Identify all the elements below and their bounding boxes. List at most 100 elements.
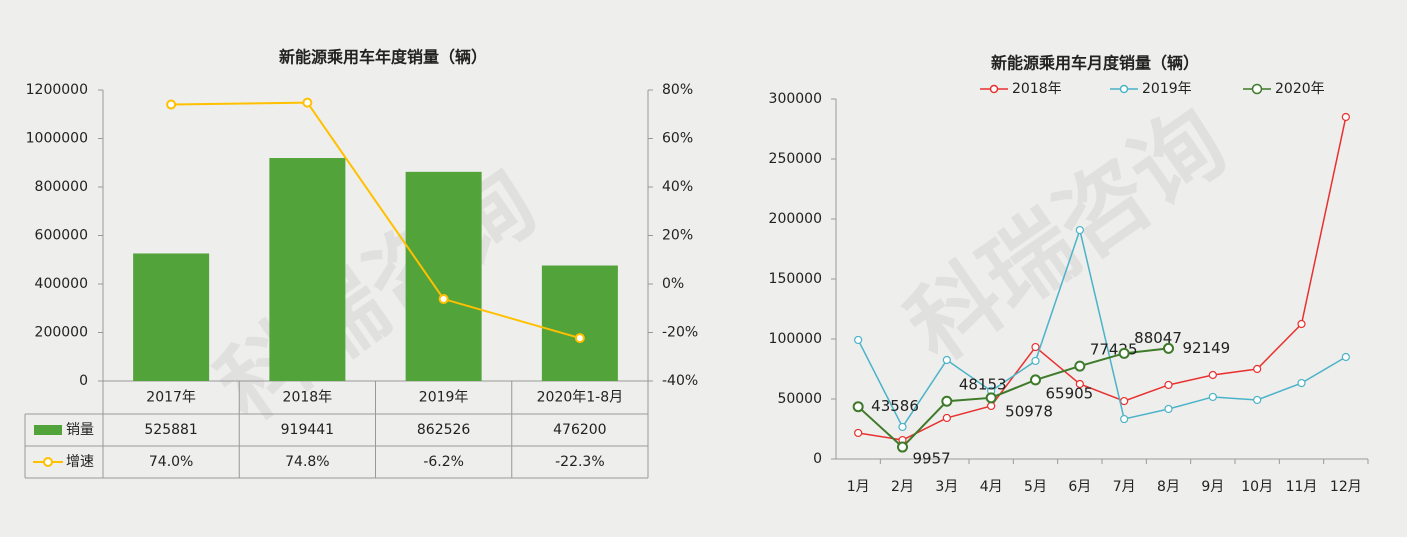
- y-tick-label: 0: [813, 451, 822, 467]
- series-point: [1253, 364, 1262, 374]
- y2-tick-label: 80%: [662, 82, 693, 98]
- y-tick-label: 1200000: [26, 82, 88, 98]
- data-label: 92149: [1183, 339, 1231, 357]
- series-point: [1164, 380, 1173, 390]
- y2-tick-label: 0%: [662, 276, 684, 292]
- series-line: [857, 347, 1169, 449]
- data-label: 50978: [1005, 402, 1053, 420]
- series-point: [1253, 395, 1262, 405]
- y-tick-label: 400000: [35, 276, 88, 292]
- y2-tick-label: 40%: [662, 179, 693, 195]
- series-point: [897, 441, 908, 453]
- x-tick-label: 9月: [1201, 479, 1224, 495]
- series-point: [1164, 404, 1173, 414]
- y-tick-label: 800000: [35, 179, 88, 195]
- series-point: [1341, 352, 1350, 362]
- y2-tick-label: 20%: [662, 228, 693, 244]
- legend-swatch: [34, 425, 62, 435]
- y-tick-label: 0: [79, 373, 88, 389]
- growth-line: [171, 101, 581, 340]
- series-point: [1030, 374, 1041, 386]
- series-point: [1031, 356, 1040, 366]
- data-label: 48153: [959, 376, 1007, 394]
- table-value: 74.0%: [149, 454, 193, 470]
- x-tick-label: 12月: [1330, 479, 1362, 495]
- y2-tick-label: -20%: [662, 325, 698, 341]
- series-point: [1208, 370, 1217, 380]
- legend-swatch: [1119, 84, 1129, 94]
- series-point: [1075, 379, 1084, 389]
- x-tick-label: 1月: [847, 479, 870, 495]
- y-tick-label: 200000: [35, 325, 88, 341]
- series-point: [942, 413, 951, 423]
- bar: [405, 171, 482, 381]
- bar: [269, 158, 346, 381]
- category-label: 2020年1-8月: [537, 390, 624, 406]
- category-label: 2018年: [283, 390, 333, 406]
- series-point: [987, 401, 996, 411]
- bar: [133, 253, 210, 381]
- data-label: 88047: [1134, 329, 1182, 347]
- series-point: [1208, 392, 1217, 402]
- x-tick-label: 6月: [1068, 479, 1091, 495]
- bar: [541, 265, 618, 381]
- series-point: [1297, 378, 1306, 388]
- x-tick-label: 10月: [1241, 479, 1273, 495]
- legend-swatch: [989, 84, 999, 94]
- y-tick-label: 200000: [769, 211, 822, 227]
- series-point: [898, 422, 907, 432]
- y-tick-label: 300000: [769, 91, 822, 107]
- growth-point: [166, 99, 177, 110]
- series-point: [852, 401, 864, 413]
- series-point: [854, 428, 863, 438]
- data-label: 65905: [1046, 384, 1094, 402]
- legend-swatch: [43, 457, 53, 467]
- legend-label: 销量: [66, 422, 94, 438]
- series-point: [985, 392, 997, 404]
- y-tick-label: 1000000: [26, 131, 88, 147]
- series-point: [942, 355, 951, 365]
- series-point: [1118, 347, 1130, 359]
- series-point: [854, 335, 863, 345]
- table-value: -6.2%: [423, 454, 464, 470]
- y-tick-label: 600000: [35, 228, 88, 244]
- x-tick-label: 11月: [1286, 479, 1318, 495]
- data-label: 77425: [1090, 341, 1138, 359]
- table-value: 476200: [553, 422, 606, 438]
- x-tick-label: 2月: [891, 479, 914, 495]
- legend-label: 2018年: [1012, 81, 1062, 97]
- y-tick-label: 50000: [777, 391, 822, 407]
- chart-title: 新能源乘用车年度销量（辆）: [279, 48, 487, 67]
- table-value: 74.8%: [285, 454, 329, 470]
- table-value: -22.3%: [555, 454, 605, 470]
- category-label: 2019年: [419, 390, 469, 406]
- category-label: 2017年: [146, 390, 196, 406]
- x-tick-label: 3月: [935, 479, 958, 495]
- table-value: 919441: [281, 422, 334, 438]
- series-point: [1074, 360, 1086, 372]
- series-line: [857, 227, 1347, 429]
- series-point: [941, 395, 953, 407]
- chart-title: 新能源乘用车月度销量（辆）: [991, 54, 1199, 73]
- legend-label: 2020年: [1275, 81, 1325, 97]
- growth-point: [302, 97, 313, 108]
- growth-point: [574, 333, 585, 344]
- series-point: [1031, 342, 1040, 352]
- y2-tick-label: -40%: [662, 373, 698, 389]
- series-line: [858, 116, 1347, 441]
- legend-label: 2019年: [1142, 81, 1192, 97]
- series-point: [1163, 342, 1174, 354]
- table-value: 862526: [417, 422, 471, 438]
- data-label: 9957: [913, 450, 951, 468]
- legend-label: 增速: [66, 454, 94, 470]
- y2-tick-label: 60%: [662, 131, 693, 147]
- table-value: 525881: [144, 422, 197, 438]
- y-tick-label: 150000: [769, 271, 822, 287]
- y-tick-label: 100000: [769, 331, 822, 347]
- x-tick-label: 8月: [1157, 479, 1180, 495]
- growth-point: [438, 294, 449, 305]
- series-point: [1120, 396, 1129, 406]
